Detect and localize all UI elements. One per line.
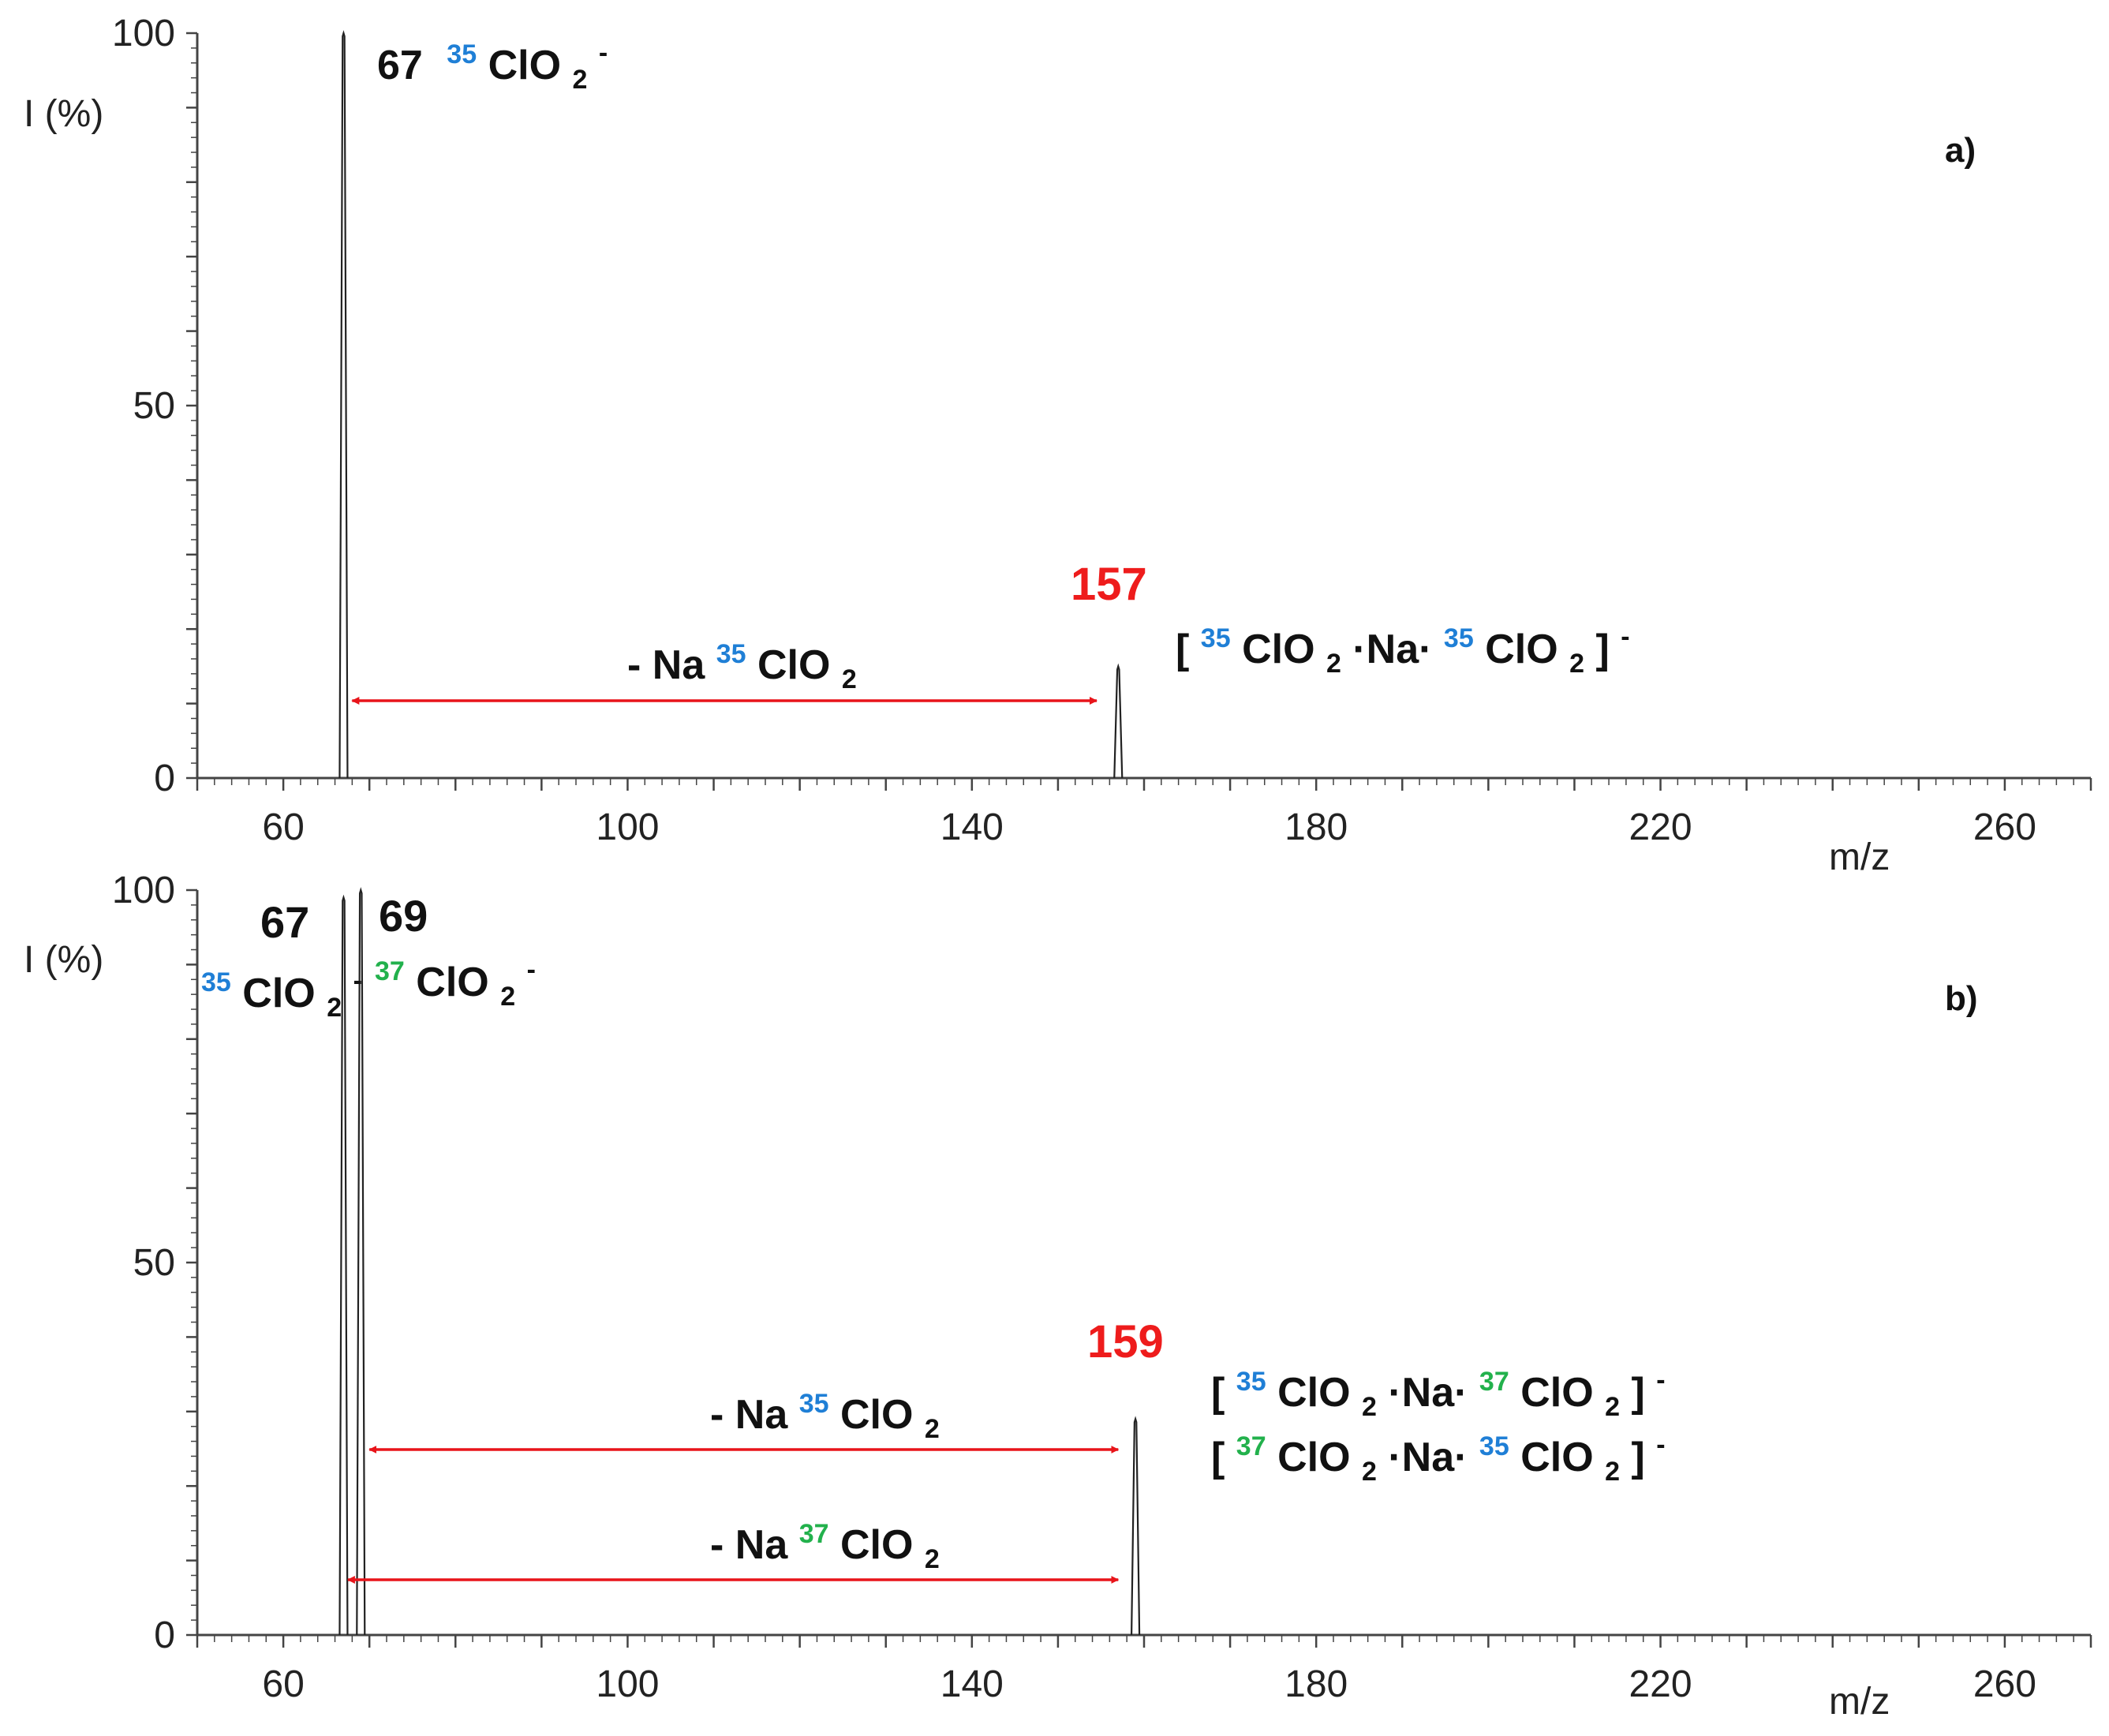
panel-b-label: b) bbox=[1945, 979, 1978, 1018]
panel-b-xlabel: m/z bbox=[1829, 1681, 1890, 1723]
panel-a-label: a) bbox=[1945, 131, 1976, 170]
x-tick-label: 60 bbox=[262, 806, 304, 848]
x-tick-label: 220 bbox=[1628, 806, 1692, 848]
x-tick-label: 60 bbox=[262, 1663, 304, 1705]
peak-mz-67 bbox=[338, 30, 349, 779]
panel-a-axes: 0 50 100 60 100 140 180 220 260 bbox=[112, 13, 2092, 848]
y-tick-label: 100 bbox=[112, 870, 175, 911]
x-tick-label: 180 bbox=[1284, 1663, 1348, 1705]
y-tick-label: 50 bbox=[133, 385, 175, 427]
panel-b-cluster-formula-a: [ 35 ClO 2 ·Na· 37 ClO 2 ] - bbox=[1211, 1354, 1666, 1425]
panel-b-ylabel: I (%) bbox=[24, 939, 103, 981]
x-tick-label: 260 bbox=[1973, 1663, 2036, 1705]
x-tick-label: 140 bbox=[940, 806, 1004, 848]
panel-b-loss-label-37: - Na 37 ClO 2 bbox=[710, 1506, 940, 1574]
peak-mz-67 bbox=[338, 894, 349, 1636]
panel-b-arrows bbox=[346, 1446, 1120, 1584]
peak-mz-159 bbox=[1130, 1416, 1141, 1636]
panel-a-peaks bbox=[338, 30, 1124, 779]
panel-b-peak-69-formula: 37 ClO 2 - bbox=[375, 944, 536, 1015]
panel-a-cluster-formula: [ 35 ClO 2 ·Na· 35 ClO 2 ] - bbox=[1176, 611, 1630, 682]
y-tick-label: 100 bbox=[112, 13, 175, 54]
y-tick-label: 0 bbox=[154, 1614, 175, 1656]
y-tick-label: 50 bbox=[133, 1242, 175, 1284]
x-tick-label: 180 bbox=[1284, 806, 1348, 848]
panel-a-peak-67-label: 67 35 ClO 2 - bbox=[377, 27, 608, 98]
panel-b-peaks bbox=[338, 887, 1141, 1636]
peak-mz-157 bbox=[1113, 663, 1124, 779]
panel-a: 0 50 100 60 100 140 180 220 260 I (%) m/z a) 67 … bbox=[24, 13, 2092, 878]
x-tick-label: 140 bbox=[940, 1663, 1004, 1705]
x-tick-label: 260 bbox=[1973, 806, 2036, 848]
panel-b-axes: 0 50 100 60 100 140 180 220 260 bbox=[112, 870, 2092, 1705]
panel-b-peak-69-num: 69 bbox=[379, 891, 428, 941]
x-tick-label: 220 bbox=[1628, 1663, 1692, 1705]
panel-a-peak-157-label: 157 bbox=[1071, 559, 1147, 610]
panel-b-peak-67-num: 67 bbox=[260, 897, 309, 947]
panel-b-cluster-formula-b: [ 37 ClO 2 ·Na· 35 ClO 2 ] - bbox=[1211, 1419, 1666, 1490]
panel-b-peak-159-label: 159 bbox=[1087, 1316, 1164, 1367]
panel-b-loss-label-35: - Na 35 ClO 2 bbox=[710, 1376, 940, 1444]
panel-b-peak-67-formula: 35 ClO 2 - bbox=[201, 955, 362, 1026]
x-tick-label: 100 bbox=[596, 1663, 659, 1705]
y-tick-label: 0 bbox=[154, 758, 175, 799]
panel-a-ylabel: I (%) bbox=[24, 93, 103, 135]
peak-mz-69 bbox=[356, 887, 366, 1636]
panel-a-loss-label: - Na 35 ClO 2 bbox=[627, 627, 857, 694]
x-tick-label: 100 bbox=[596, 806, 659, 848]
panel-a-xlabel: m/z bbox=[1829, 836, 1890, 878]
